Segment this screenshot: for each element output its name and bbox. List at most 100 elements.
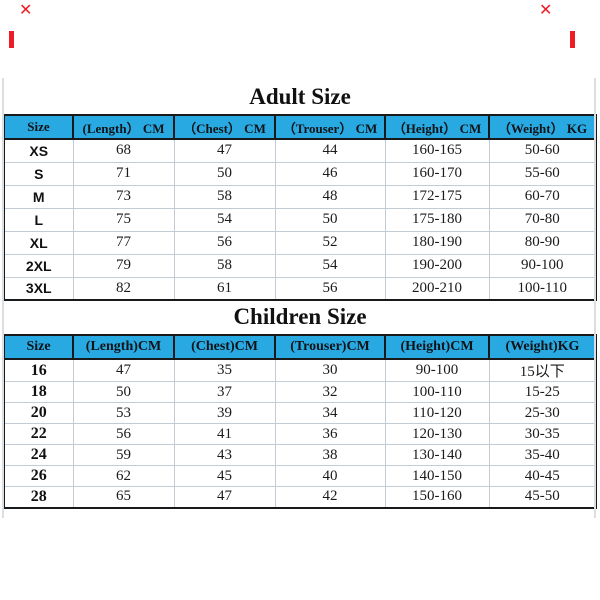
column-header: Size xyxy=(3,114,74,140)
value-cell: 60-70 xyxy=(488,184,597,209)
value-cell: 36 xyxy=(274,423,386,445)
size-cell: XS xyxy=(3,138,74,163)
value-cell: 30 xyxy=(274,358,386,382)
column-header: (Chest)CM xyxy=(173,334,276,360)
size-cell: 18 xyxy=(3,381,74,403)
column-header: （Trouser） CM xyxy=(274,114,386,140)
table-row: 24 59 43 38 130-140 35-40 xyxy=(3,444,597,466)
value-cell: 41 xyxy=(173,423,276,445)
value-cell: 190-200 xyxy=(384,253,490,278)
value-cell: 43 xyxy=(173,444,276,466)
value-cell: 35 xyxy=(173,358,276,382)
value-cell: 180-190 xyxy=(384,230,490,255)
column-header: (Trouser)CM xyxy=(274,334,386,360)
value-cell: 45 xyxy=(173,465,276,487)
value-cell: 25-30 xyxy=(488,402,597,424)
size-cell: 20 xyxy=(3,402,74,424)
value-cell: 79 xyxy=(72,253,175,278)
value-cell: 175-180 xyxy=(384,207,490,232)
table-row: L 75 54 50 175-180 70-80 xyxy=(3,207,597,232)
column-header: (Height)CM xyxy=(384,334,490,360)
table-row: XL 77 56 52 180-190 80-90 xyxy=(3,230,597,255)
table-row: XS 68 47 44 160-165 50-60 xyxy=(3,138,597,163)
value-cell: 32 xyxy=(274,381,386,403)
value-cell: 47 xyxy=(72,358,175,382)
size-cell: 16 xyxy=(3,358,74,382)
table-row: 18 50 37 32 100-110 15-25 xyxy=(3,381,597,403)
size-cell: 26 xyxy=(3,465,74,487)
table-row: S 71 50 46 160-170 55-60 xyxy=(3,161,597,186)
size-cell: 24 xyxy=(3,444,74,466)
value-cell: 52 xyxy=(274,230,386,255)
value-cell: 44 xyxy=(274,138,386,163)
table-row: 3XL 82 61 56 200-210 100-110 xyxy=(3,276,597,301)
value-cell: 40-45 xyxy=(488,465,597,487)
value-cell: 59 xyxy=(72,444,175,466)
value-cell: 100-110 xyxy=(384,381,490,403)
value-cell: 50 xyxy=(173,161,276,186)
value-cell: 62 xyxy=(72,465,175,487)
children-size-table: Size (Length)CM (Chest)CM (Trouser)CM (Heigh… xyxy=(3,334,597,509)
value-cell: 150-160 xyxy=(384,486,490,508)
value-cell: 61 xyxy=(173,276,276,301)
header-row: Size (Length） CM （Chest） CM （Trouser） CM （He… xyxy=(3,114,597,140)
column-header: (Length） CM xyxy=(72,114,175,140)
value-cell: 56 xyxy=(72,423,175,445)
value-cell: 130-140 xyxy=(384,444,490,466)
size-cell: 3XL xyxy=(3,276,74,301)
value-cell: 46 xyxy=(274,161,386,186)
value-cell: 56 xyxy=(173,230,276,255)
column-header: (Weight)KG xyxy=(488,334,597,360)
value-cell: 160-170 xyxy=(384,161,490,186)
table-row: 22 56 41 36 120-130 30-35 xyxy=(3,423,597,445)
adult-size-title: Adult Size xyxy=(249,84,351,109)
size-cell: XL xyxy=(3,230,74,255)
value-cell: 50-60 xyxy=(488,138,597,163)
value-cell: 58 xyxy=(173,253,276,278)
value-cell: 35-40 xyxy=(488,444,597,466)
value-cell: 50 xyxy=(274,207,386,232)
column-header: (Length)CM xyxy=(72,334,175,360)
value-cell: 54 xyxy=(173,207,276,232)
value-cell: 15-25 xyxy=(488,381,597,403)
size-cell: 28 xyxy=(3,486,74,508)
value-cell: 82 xyxy=(72,276,175,301)
value-cell: 68 xyxy=(72,138,175,163)
scan-edge-right xyxy=(594,78,596,518)
watermark-cross-top-right-icon: ✕ xyxy=(539,0,553,19)
size-cell: 22 xyxy=(3,423,74,445)
value-cell: 65 xyxy=(72,486,175,508)
value-cell: 71 xyxy=(72,161,175,186)
value-cell: 37 xyxy=(173,381,276,403)
value-cell: 39 xyxy=(173,402,276,424)
value-cell: 80-90 xyxy=(488,230,597,255)
value-cell: 56 xyxy=(274,276,386,301)
value-cell: 15以下 xyxy=(488,358,597,382)
value-cell: 110-120 xyxy=(384,402,490,424)
value-cell: 75 xyxy=(72,207,175,232)
table-row: M 73 58 48 172-175 60-70 xyxy=(3,184,597,209)
value-cell: 58 xyxy=(173,184,276,209)
value-cell: 100-110 xyxy=(488,276,597,301)
watermark-stroke-right-icon xyxy=(570,31,575,48)
size-cell: M xyxy=(3,184,74,209)
size-cell: S xyxy=(3,161,74,186)
value-cell: 77 xyxy=(72,230,175,255)
value-cell: 90-100 xyxy=(488,253,597,278)
value-cell: 45-50 xyxy=(488,486,597,508)
size-cell: 2XL xyxy=(3,253,74,278)
value-cell: 70-80 xyxy=(488,207,597,232)
value-cell: 90-100 xyxy=(384,358,490,382)
table-row: 2XL 79 58 54 190-200 90-100 xyxy=(3,253,597,278)
value-cell: 140-150 xyxy=(384,465,490,487)
value-cell: 160-165 xyxy=(384,138,490,163)
column-header: （Chest） CM xyxy=(173,114,276,140)
value-cell: 172-175 xyxy=(384,184,490,209)
table-row: 20 53 39 34 110-120 25-30 xyxy=(3,402,597,424)
value-cell: 47 xyxy=(173,486,276,508)
table-row: 26 62 45 40 140-150 40-45 xyxy=(3,465,597,487)
header-row: Size (Length)CM (Chest)CM (Trouser)CM (Heigh… xyxy=(3,334,597,360)
table-row: 28 65 47 42 150-160 45-50 xyxy=(3,486,597,508)
watermark-stroke-left-icon xyxy=(9,31,14,48)
